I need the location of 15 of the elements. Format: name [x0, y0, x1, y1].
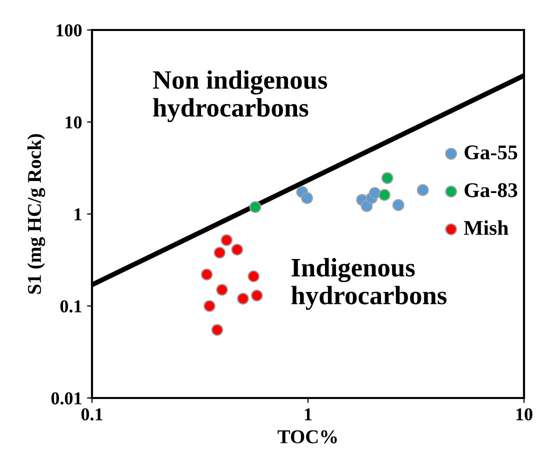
x-axis-title: TOC%: [278, 430, 337, 444]
y-tick-label: 0.01: [51, 392, 82, 405]
legend-label: Ga-83: [464, 183, 518, 198]
y-tick-label: 0.1: [60, 300, 82, 313]
x-tick-label: 10: [516, 408, 532, 420]
y-tick-label: 10: [66, 116, 82, 128]
legend-label: Mish: [464, 220, 508, 235]
y-axis-title: S1 (mg HC/g Rock): [27, 134, 46, 294]
y-tick-label: 1: [74, 208, 82, 220]
legend-label: Ga-55: [464, 145, 518, 160]
x-tick-label: 0.1: [81, 408, 102, 421]
annotation: Indigenous hydrocarbons: [291, 258, 447, 310]
y-tick-label: 100: [56, 24, 82, 36]
x-tick-label: 1: [304, 408, 312, 420]
annotation: Non indigenous hydrocarbons: [152, 70, 328, 122]
